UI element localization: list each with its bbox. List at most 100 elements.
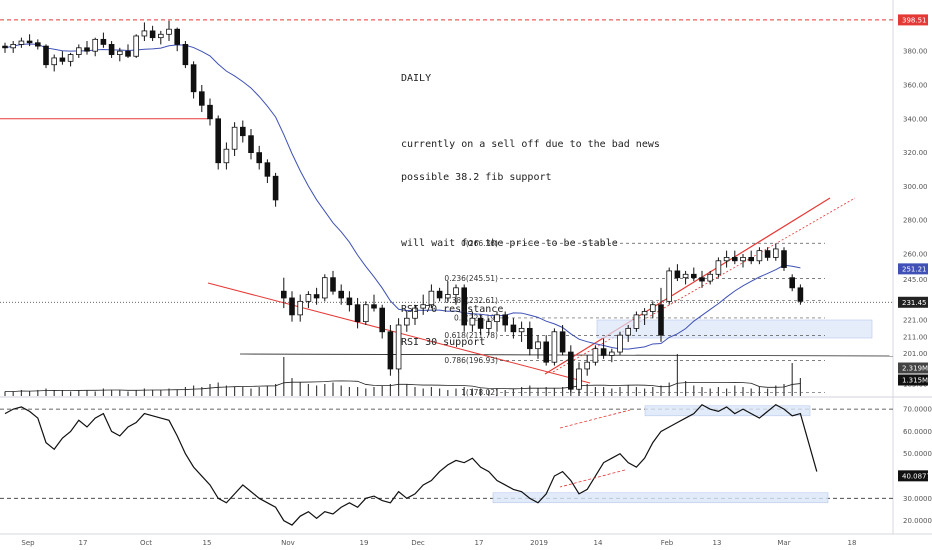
volume-bar [102,388,104,396]
grid-layer [0,0,932,535]
time-tick-label: 18 [848,539,857,547]
volume-bar [127,391,129,396]
candle-body [494,314,500,323]
candle-body [67,54,74,62]
candle-body [117,50,123,55]
rsi-arrow-up [559,409,631,429]
candle-body [527,327,533,350]
volume-bar [594,387,596,396]
volume-bar [742,387,744,396]
volume-bar [750,388,752,396]
fib-label: 0.786(196.93) [444,356,498,365]
volume-bar [717,387,719,396]
candle-body [51,57,57,66]
volume-bar [53,390,55,396]
price-axis: 380.00 360.00 340.00 320.00 300.00 280.00 260.… [898,14,932,525]
volume-bar [365,388,367,396]
volume-bar [78,390,80,396]
volume-bar [176,390,178,396]
volume-bar [258,387,260,396]
candle-body [354,304,361,323]
price-badge-label: 231.45 [902,299,927,307]
time-tick-label: Feb [661,539,674,547]
candle-body [576,368,582,390]
candle-body [699,277,705,282]
price-badge-label: 398.51 [902,16,927,24]
candle-body [748,256,754,262]
candle-body [59,57,66,62]
volume-bar [627,385,629,396]
candle-body [231,126,238,150]
candle-body [141,30,148,37]
volume-bar [29,391,31,396]
candle-body [551,331,558,363]
price-tick-label: 340.00 [903,115,928,123]
volume-bar [70,391,72,396]
volume-bar [250,388,252,396]
fib-label: 0.382(232.61) [444,296,498,305]
price-tick-label: 260.00 [903,251,928,259]
volume-bar [496,388,498,396]
price-tick-label: 280.00 [903,217,928,225]
candle-body [502,314,508,326]
volume-bar [266,385,268,396]
time-tick-label: 19 [360,539,369,547]
analysis-note: DAILY currently on a sell off due to the… [401,51,660,359]
candle-body [280,290,287,299]
candle-body [485,321,492,329]
volume-bar [61,390,63,396]
time-tick-label: 13 [713,539,722,547]
candle-body [559,331,566,353]
candle-body [756,250,763,262]
volume-bar [455,388,457,396]
candle-body [207,104,213,120]
candle-body [691,273,697,279]
price-tick-label: 320.00 [903,149,928,157]
candle-body [436,290,443,299]
rsi-badge [898,470,928,482]
price-tick-label: 360.00 [903,81,928,89]
candle-body [477,317,484,329]
candle-body [362,304,369,323]
volume-bar [135,390,137,396]
candle-body [535,341,541,350]
time-tick-label: 2019 [530,539,548,547]
volume-bar [201,387,203,396]
candle-body [428,290,435,306]
volume-bar [734,385,736,396]
candle-body [641,311,648,316]
volume-bar [45,388,47,396]
volume-bar [529,385,531,396]
volume-bar [4,391,6,396]
volume-bar [217,382,219,396]
volume-bar [676,354,678,396]
volume-bar [37,390,39,396]
candle-body [592,348,599,363]
volume-bars [4,353,894,396]
candle-body [371,304,377,309]
volume-bar [12,391,14,396]
volume-bar [152,390,154,396]
volume-badge [898,374,928,386]
fib-label: 1(178.02) [461,388,498,397]
time-tick-label: Dec [411,539,425,547]
price-badge [898,263,928,275]
candle-body [248,135,254,154]
volume-bar [775,385,777,396]
volume-bar [586,384,588,396]
candle-body [182,44,189,66]
fib-label: 0.5(222.19) [454,313,498,322]
candle-body [395,324,402,370]
rsi-support-zone [492,492,829,504]
volume-bar [291,378,293,396]
candle-body [18,40,25,45]
candle-body [453,287,459,295]
volume-bar [685,381,687,396]
volume-bar [406,384,408,396]
volume-bar [160,390,162,396]
volume-bar [111,390,113,396]
volume-bar [767,388,769,396]
time-tick-label: 14 [594,539,603,547]
rsi-tick-label: 30.0000 [903,495,932,503]
